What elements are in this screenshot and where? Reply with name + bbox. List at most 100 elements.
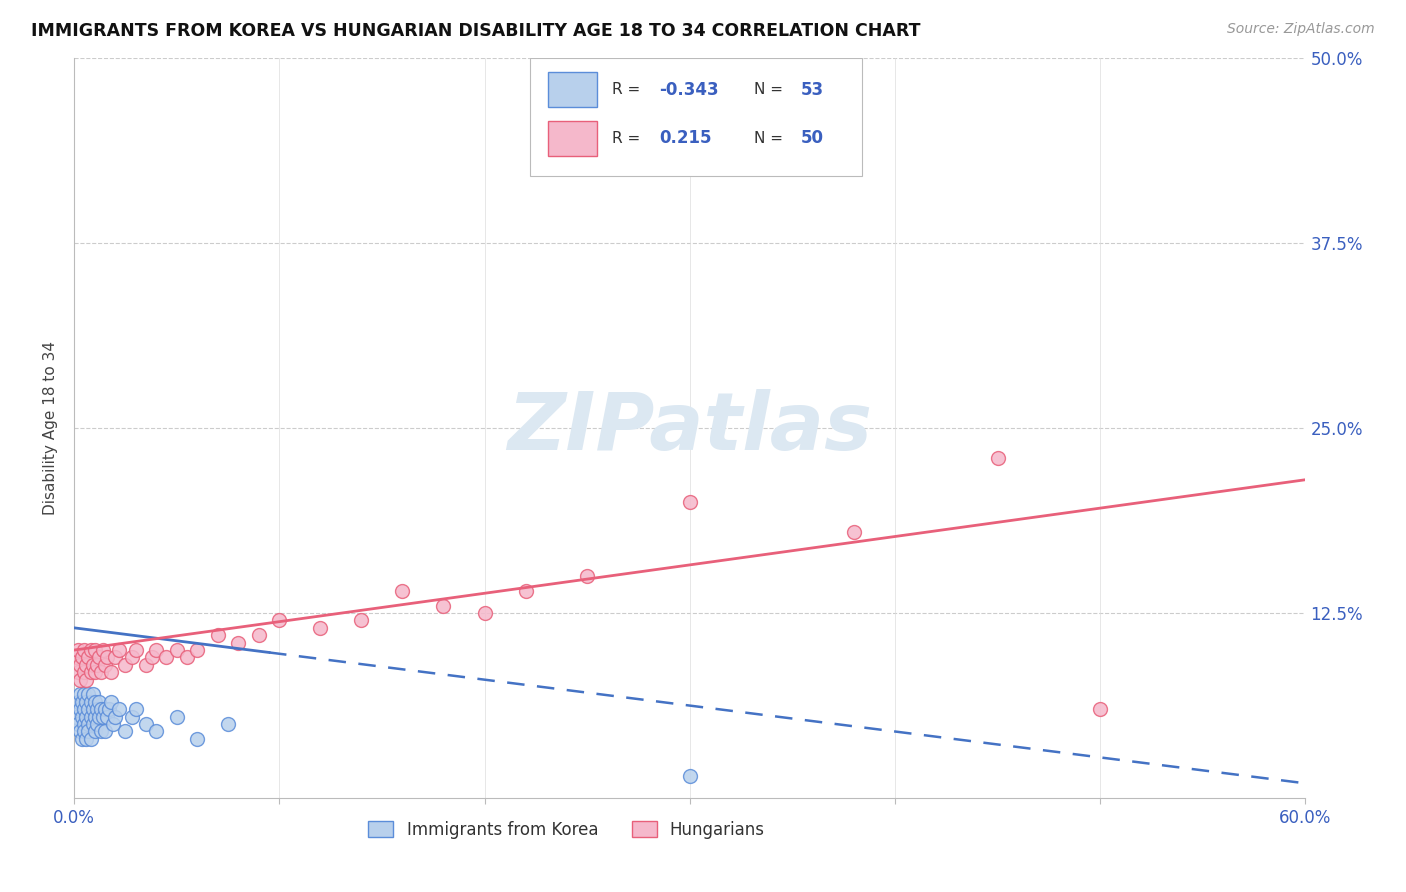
Point — [82, 702, 104, 716]
Point — [145, 643, 167, 657]
Point — [104, 650, 127, 665]
Text: IMMIGRANTS FROM KOREA VS HUNGARIAN DISABILITY AGE 18 TO 34 CORRELATION CHART: IMMIGRANTS FROM KOREA VS HUNGARIAN DISAB… — [31, 22, 921, 40]
Point — [79, 643, 101, 657]
Point — [90, 665, 112, 680]
Point — [108, 643, 131, 657]
Point — [82, 717, 104, 731]
Point — [73, 702, 96, 716]
Point — [114, 657, 136, 672]
Point — [155, 650, 177, 665]
Point — [79, 709, 101, 723]
Point — [247, 628, 270, 642]
Text: 53: 53 — [800, 80, 824, 98]
Point — [145, 724, 167, 739]
Point — [67, 695, 90, 709]
Point — [94, 657, 117, 672]
Point — [65, 709, 87, 723]
Point — [67, 665, 90, 680]
Point — [474, 606, 496, 620]
Point — [91, 643, 114, 657]
Point — [75, 695, 97, 709]
Text: R =: R = — [612, 131, 645, 146]
Point — [72, 695, 94, 709]
Point — [94, 724, 117, 739]
Text: -0.343: -0.343 — [659, 80, 718, 98]
Point — [987, 450, 1010, 465]
Point — [186, 731, 208, 746]
Point — [79, 695, 101, 709]
Point — [104, 709, 127, 723]
Point — [83, 724, 105, 739]
Text: N =: N = — [754, 131, 787, 146]
FancyBboxPatch shape — [530, 58, 862, 176]
Point — [679, 495, 702, 509]
Point — [77, 724, 100, 739]
Point — [391, 583, 413, 598]
Point — [77, 688, 100, 702]
Point — [86, 657, 108, 672]
Point — [90, 702, 112, 716]
Point — [94, 702, 117, 716]
Point — [69, 657, 91, 672]
Point — [114, 724, 136, 739]
Point — [77, 650, 100, 665]
Point — [186, 643, 208, 657]
Point — [83, 665, 105, 680]
Point — [576, 569, 599, 583]
Point — [72, 650, 94, 665]
Text: Source: ZipAtlas.com: Source: ZipAtlas.com — [1227, 22, 1375, 37]
Point — [100, 665, 122, 680]
Point — [73, 724, 96, 739]
Text: N =: N = — [754, 82, 787, 97]
Point — [91, 709, 114, 723]
Point — [124, 702, 146, 716]
Y-axis label: Disability Age 18 to 34: Disability Age 18 to 34 — [44, 341, 58, 515]
Point — [75, 731, 97, 746]
FancyBboxPatch shape — [548, 120, 598, 156]
Point — [86, 717, 108, 731]
Point — [98, 702, 121, 716]
Point — [679, 769, 702, 783]
Point — [79, 665, 101, 680]
Point — [69, 724, 91, 739]
Point — [842, 524, 865, 539]
Point — [217, 717, 239, 731]
Point — [67, 717, 90, 731]
Point — [69, 688, 91, 702]
Legend: Immigrants from Korea, Hungarians: Immigrants from Korea, Hungarians — [361, 814, 772, 846]
Text: 50: 50 — [800, 129, 824, 147]
Point — [166, 709, 188, 723]
Point — [101, 717, 124, 731]
Point — [121, 709, 143, 723]
Text: R =: R = — [612, 82, 645, 97]
Point — [82, 657, 104, 672]
FancyBboxPatch shape — [548, 71, 598, 107]
Point — [207, 628, 229, 642]
Point — [73, 665, 96, 680]
Point — [83, 695, 105, 709]
Point — [72, 731, 94, 746]
Point — [75, 709, 97, 723]
Point — [77, 702, 100, 716]
Point — [87, 650, 110, 665]
Point — [72, 709, 94, 723]
Point — [176, 650, 198, 665]
Point — [226, 635, 249, 649]
Point — [82, 688, 104, 702]
Text: 0.215: 0.215 — [659, 129, 711, 147]
Text: ZIPatlas: ZIPatlas — [508, 389, 872, 467]
Point — [135, 657, 157, 672]
Point — [96, 709, 118, 723]
Point — [69, 673, 91, 687]
Point — [87, 695, 110, 709]
Point — [96, 650, 118, 665]
Point — [77, 717, 100, 731]
Point — [124, 643, 146, 657]
Point — [350, 614, 373, 628]
Point — [1088, 702, 1111, 716]
Point — [83, 643, 105, 657]
Point — [73, 643, 96, 657]
Point — [75, 657, 97, 672]
Point — [108, 702, 131, 716]
Point — [75, 673, 97, 687]
